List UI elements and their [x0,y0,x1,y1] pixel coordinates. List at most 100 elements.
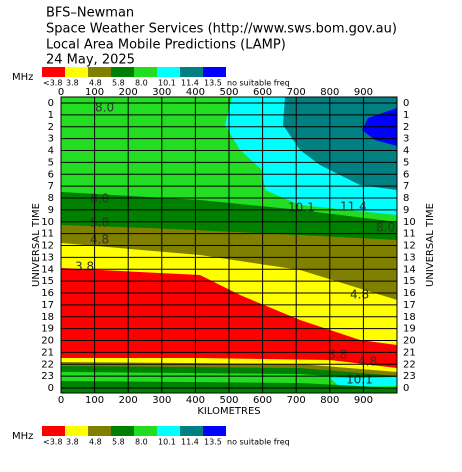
legend-swatch [111,426,134,436]
y-tick-label: 22 [403,359,416,370]
y-tick-label: 12 [403,241,416,252]
grid [60,97,397,393]
y-tick-label: 0 [48,383,54,394]
legend-swatch [65,426,88,436]
y-tick-label: 21 [403,347,416,358]
x-tick-label: 200 [119,87,138,98]
contour-label: 8.0 [95,101,114,115]
legend-label: 4.8 [89,438,102,447]
x-tick-label: 400 [186,87,205,98]
legend-label: 5.8 [112,79,125,88]
y-tick-label: 8 [48,193,54,204]
y-tick-label: 21 [41,347,54,358]
legend-label: 8.0 [135,79,148,88]
x-tick-label: 800 [320,395,339,406]
x-tick-label: 200 [119,395,138,406]
contour-label: 5.8 [90,216,109,230]
x-tick-label: 700 [287,87,306,98]
title-line: BFS–Newman [46,6,134,21]
y-tick-label: 22 [41,359,54,370]
legend-label: 4.8 [89,79,102,88]
legend-label: 8.0 [135,438,148,447]
legend-unit: MHz [12,431,33,442]
y-tick-label: 19 [41,324,54,335]
y-tick-label: 3 [48,134,54,145]
legend-swatch [203,67,226,77]
y-tick-label: 17 [41,300,54,311]
contour-label: 4.8 [358,355,377,369]
y-tick-label: 14 [41,264,54,275]
x-tick-label: 700 [287,395,306,406]
y-tick-label: 13 [41,252,54,263]
y-tick-label: 10 [41,217,54,228]
x-tick-label: 900 [354,395,373,406]
y-tick-label: 16 [403,288,416,299]
legend-label: 13.5 [204,79,222,88]
y-tick-label: 2 [403,122,409,133]
x-tick-label: 100 [85,395,104,406]
legend-label: <3.8 [43,438,62,447]
y-tick-label: 17 [403,300,416,311]
legend-swatch [42,426,65,436]
y-tick-label: 11 [41,229,54,240]
x-tick-label: 600 [253,87,272,98]
legend-swatch [134,67,157,77]
x-tick-label: 0 [58,87,64,98]
legend-swatch [180,426,203,436]
x-tick-label: 300 [152,395,171,406]
contour-label: 10.1 [288,201,315,215]
y-tick-label: 11 [403,229,416,240]
y-tick-label: 7 [403,181,409,192]
legend-unit: MHz [12,72,33,83]
legend-swatch [134,426,157,436]
legend-label: 10.1 [158,79,176,88]
contour-label: 11.4 [340,200,367,214]
legend-label: no suitable freq [227,438,290,447]
x-tick-label: 0 [58,395,64,406]
x-axis-label: KILOMETRES [197,406,260,417]
legend-swatch [88,67,111,77]
y-axis-label: UNIVERSAL TIME [31,203,42,287]
legend-label: no suitable freq [227,79,290,88]
contour-label: 8.0 [376,221,395,235]
y-tick-label: 4 [403,146,409,157]
legend-swatch [65,67,88,77]
legend-label: 11.4 [181,79,199,88]
x-tick-label: 500 [219,87,238,98]
legend-label: 10.1 [158,438,176,447]
y-tick-label: 0 [403,98,409,109]
y-tick-label: 16 [41,288,54,299]
title-line: Local Area Mobile Predictions (LAMP) [46,38,286,53]
x-tick-label: 800 [320,87,339,98]
legend-swatch [111,67,134,77]
y-tick-label: 23 [41,371,54,382]
y-tick-label: 6 [48,169,54,180]
y-tick-label: 14 [403,264,416,275]
y-tick-label: 12 [41,241,54,252]
y-tick-label: 4 [48,146,54,157]
y-tick-label: 3 [403,134,409,145]
legend-swatch [88,426,111,436]
y-tick-label: 23 [403,371,416,382]
x-tick-label: 900 [354,87,373,98]
legend-label: 13.5 [204,438,222,447]
y-tick-label: 19 [403,324,416,335]
y-tick-label: 10 [403,217,416,228]
y-tick-label: 20 [403,336,416,347]
contour-label: 10.1 [346,373,373,387]
x-tick-label: 100 [85,87,104,98]
contour-label: 4.8 [90,233,109,247]
y-tick-label: 6 [403,169,409,180]
legend-label: 3.8 [66,438,79,447]
y-tick-label: 0 [403,383,409,394]
y-tick-label: 8 [403,193,409,204]
y-tick-label: 1 [403,110,409,121]
legend-swatch [42,67,65,77]
y-tick-label: 15 [403,276,416,287]
legend-label: 11.4 [181,438,199,447]
legend-swatch [180,67,203,77]
y-tick-label: 15 [41,276,54,287]
y-tick-label: 18 [41,312,54,323]
title-line: 24 May, 2025 [46,53,135,68]
